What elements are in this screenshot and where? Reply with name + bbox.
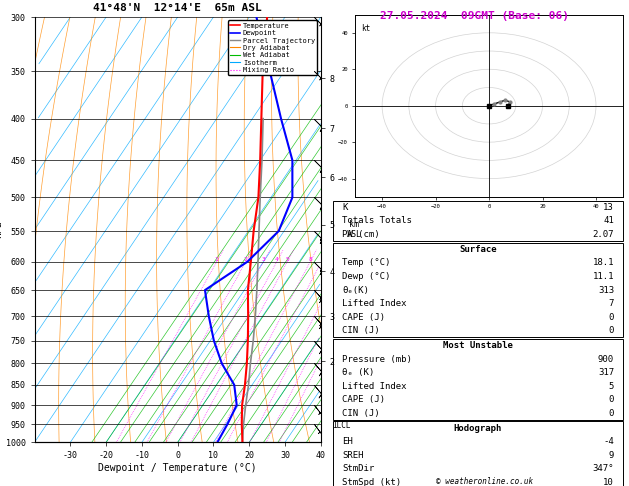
Bar: [333, 339, 623, 420]
Text: -4: -4: [603, 437, 614, 446]
Text: 1: 1: [214, 257, 218, 262]
Text: 41: 41: [603, 216, 614, 226]
Text: Hodograph: Hodograph: [454, 424, 502, 433]
Text: Dewp (°C): Dewp (°C): [342, 272, 391, 281]
Bar: [333, 421, 623, 486]
Text: Totals Totals: Totals Totals: [342, 216, 412, 226]
Text: kt: kt: [361, 24, 370, 33]
Text: 317: 317: [598, 368, 614, 377]
Y-axis label: hPa: hPa: [0, 221, 3, 239]
Text: 2: 2: [244, 257, 247, 262]
Text: θₑ(K): θₑ(K): [342, 286, 369, 295]
Text: K: K: [342, 203, 347, 212]
Text: PW (cm): PW (cm): [342, 230, 380, 239]
Legend: Temperature, Dewpoint, Parcel Trajectory, Dry Adiabat, Wet Adiabat, Isotherm, Mi: Temperature, Dewpoint, Parcel Trajectory…: [228, 20, 317, 75]
Text: 900: 900: [598, 355, 614, 364]
Bar: [333, 201, 623, 241]
Text: 1LCL: 1LCL: [332, 421, 351, 431]
Text: Lifted Index: Lifted Index: [342, 382, 406, 391]
Text: 11.1: 11.1: [593, 272, 614, 281]
Text: 0: 0: [609, 326, 614, 335]
Text: StmDir: StmDir: [342, 464, 374, 473]
Text: 313: 313: [598, 286, 614, 295]
Text: 27.05.2024  09GMT (Base: 06): 27.05.2024 09GMT (Base: 06): [381, 11, 569, 21]
Text: Lifted Index: Lifted Index: [342, 299, 406, 308]
Text: CAPE (J): CAPE (J): [342, 312, 385, 322]
Text: 7: 7: [609, 299, 614, 308]
Text: 0: 0: [609, 312, 614, 322]
Text: Surface: Surface: [459, 245, 497, 254]
Text: 347°: 347°: [593, 464, 614, 473]
Text: 2.07: 2.07: [593, 230, 614, 239]
Bar: [333, 243, 623, 337]
Text: © weatheronline.co.uk: © weatheronline.co.uk: [436, 477, 533, 486]
Text: CIN (J): CIN (J): [342, 326, 380, 335]
Text: 18.1: 18.1: [593, 259, 614, 267]
Text: SREH: SREH: [342, 451, 364, 460]
Text: CIN (J): CIN (J): [342, 409, 380, 417]
Text: EH: EH: [342, 437, 353, 446]
Text: 4: 4: [275, 257, 279, 262]
Text: θₑ (K): θₑ (K): [342, 368, 374, 377]
Text: StmSpd (kt): StmSpd (kt): [342, 478, 401, 486]
X-axis label: Dewpoint / Temperature (°C): Dewpoint / Temperature (°C): [98, 463, 257, 473]
Title: 41°48'N  12°14'E  65m ASL: 41°48'N 12°14'E 65m ASL: [93, 3, 262, 14]
Text: 0: 0: [609, 409, 614, 417]
Text: 0: 0: [609, 395, 614, 404]
Text: 5: 5: [609, 382, 614, 391]
Text: Temp (°C): Temp (°C): [342, 259, 391, 267]
Text: Pressure (mb): Pressure (mb): [342, 355, 412, 364]
Text: 8: 8: [308, 257, 312, 262]
Text: 13: 13: [603, 203, 614, 212]
Text: CAPE (J): CAPE (J): [342, 395, 385, 404]
Y-axis label: km
ASL: km ASL: [347, 220, 362, 239]
Text: 9: 9: [609, 451, 614, 460]
Text: 3: 3: [262, 257, 265, 262]
Text: 5: 5: [286, 257, 289, 262]
Text: Most Unstable: Most Unstable: [443, 341, 513, 350]
Text: 10: 10: [603, 478, 614, 486]
